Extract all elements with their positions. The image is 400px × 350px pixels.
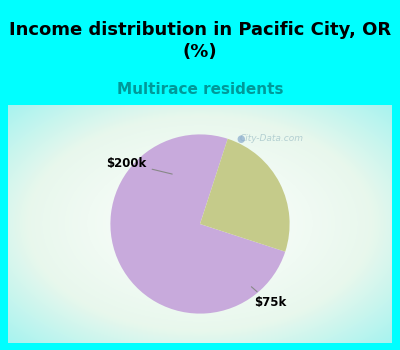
Text: Income distribution in Pacific City, OR
(%): Income distribution in Pacific City, OR … — [9, 21, 391, 61]
Wedge shape — [200, 139, 290, 252]
Text: $200k: $200k — [106, 156, 172, 174]
Text: $75k: $75k — [251, 287, 286, 309]
Text: Multirace residents: Multirace residents — [117, 82, 283, 97]
Wedge shape — [110, 134, 285, 314]
Text: ●: ● — [236, 134, 244, 144]
Text: City-Data.com: City-Data.com — [240, 134, 304, 144]
